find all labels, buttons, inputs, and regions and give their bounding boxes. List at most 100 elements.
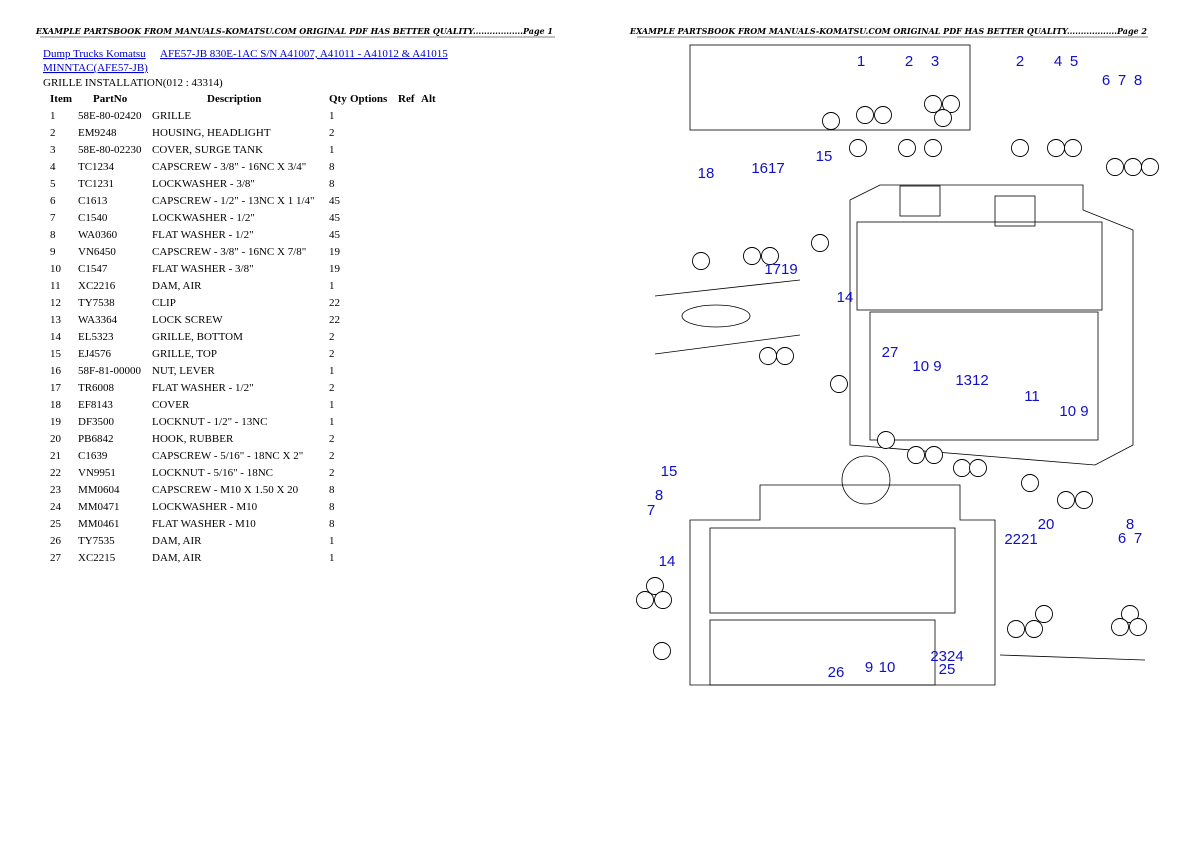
table-cell: GRILLE, BOTTOM <box>152 331 243 343</box>
table-cell: 1 <box>329 365 335 377</box>
table-cell: 45 <box>329 195 341 207</box>
callout-bubble <box>653 642 671 660</box>
table-cell: 23 <box>50 484 62 496</box>
table-cell: 3 <box>50 144 56 156</box>
table-cell: VN6450 <box>78 246 116 258</box>
table-cell: 2 <box>329 467 335 479</box>
grille-bottom <box>709 619 936 686</box>
detail-line <box>654 334 801 355</box>
callout-label: 10 9 <box>912 358 941 375</box>
table-cell: 6 <box>50 195 56 207</box>
callout-bubble <box>1057 491 1075 509</box>
column-header: Description <box>207 93 261 105</box>
callout-label: 1617 <box>751 160 784 177</box>
callout-label: 27 <box>882 344 899 361</box>
table-cell: 16 <box>50 365 62 377</box>
table-cell: WA0360 <box>78 229 118 241</box>
callout-bubble <box>907 446 925 464</box>
table-cell: 26 <box>50 535 62 547</box>
table-cell: 20 <box>50 433 62 445</box>
table-cell: CAPSCREW - 1/2" - 13NC X 1 1/4" <box>152 195 315 207</box>
callout-label: 9 <box>865 659 873 676</box>
table-cell: 2 <box>329 127 335 139</box>
breadcrumb-link[interactable]: Dump Trucks Komatsu <box>43 48 146 60</box>
table-cell: C1639 <box>78 450 108 462</box>
table-cell: 19 <box>329 263 341 275</box>
callout-bubble <box>925 446 943 464</box>
column-header: Item <box>50 93 72 105</box>
table-cell: 27 <box>50 552 62 564</box>
table-cell: LOCK SCREW <box>152 314 223 326</box>
callout-label: 3 <box>931 53 939 70</box>
table-cell: 8 <box>329 161 335 173</box>
callout-bubble <box>924 95 942 113</box>
column-header: PartNo <box>93 93 128 105</box>
callout-bubble <box>654 591 672 609</box>
callout-bubble <box>646 577 664 595</box>
table-cell: CLIP <box>152 297 176 309</box>
table-cell: DAM, AIR <box>152 552 202 564</box>
table-cell: C1613 <box>78 195 108 207</box>
callout-bubble <box>822 112 840 130</box>
table-cell: 2 <box>329 433 335 445</box>
table-cell: 58E-80-02420 <box>78 110 142 122</box>
table-cell: 1 <box>329 535 335 547</box>
breadcrumb-link[interactable]: AFE57-JB 830E-1AC S/N A41007, A41011 - A… <box>160 48 448 60</box>
table-cell: 9 <box>50 246 56 258</box>
table-cell: LOCKNUT - 1/2" - 13NC <box>152 416 268 428</box>
table-cell: CAPSCREW - 5/16" - 18NC X 2" <box>152 450 303 462</box>
table-cell: 8 <box>329 178 335 190</box>
headlight-housing <box>899 185 941 217</box>
callout-bubble <box>1011 139 1029 157</box>
table-cell: 22 <box>329 297 340 309</box>
callout-label: 14 <box>659 553 676 570</box>
table-cell: MM0604 <box>78 484 120 496</box>
table-cell: 24 <box>50 501 62 513</box>
callout-label: 1719 <box>764 261 797 278</box>
table-cell: 1 <box>50 110 56 122</box>
table-cell: DAM, AIR <box>152 280 202 292</box>
table-cell: 14 <box>50 331 62 343</box>
table-cell: TR6008 <box>78 382 115 394</box>
radiator-outline <box>849 184 1134 466</box>
table-cell: 2 <box>329 450 335 462</box>
table-cell: EL5323 <box>78 331 114 343</box>
page-header: EXAMPLE PARTSBOOK FROM MANUALS-KOMATSU.C… <box>629 26 1148 36</box>
callout-bubble <box>1064 139 1082 157</box>
section-title: GRILLE INSTALLATION(012 : 43314) <box>43 77 223 89</box>
callout-bubble <box>761 247 779 265</box>
table-cell: FLAT WASHER - 3/8" <box>152 263 254 275</box>
table-cell: 21 <box>50 450 61 462</box>
table-cell: 58E-80-02230 <box>78 144 142 156</box>
table-cell: 10 <box>50 263 62 275</box>
detail-line <box>654 279 801 297</box>
table-cell: DF3500 <box>78 416 115 428</box>
table-cell: LOCKWASHER - 1/2" <box>152 212 255 224</box>
callout-bubble <box>969 459 987 477</box>
callout-label: 8 <box>1126 516 1134 533</box>
table-cell: 4 <box>50 161 56 173</box>
table-cell: TC1234 <box>78 161 115 173</box>
detail-circle <box>841 455 891 505</box>
table-cell: 2 <box>329 331 335 343</box>
callout-bubble <box>636 591 654 609</box>
callout-label: 15 <box>661 463 678 480</box>
callout-label: 5 <box>1070 53 1078 70</box>
table-cell: CAPSCREW - 3/8" - 16NC X 7/8" <box>152 246 306 258</box>
callout-label: 2221 <box>1004 531 1037 548</box>
grille-bottom <box>869 311 1099 441</box>
table-cell: MM0461 <box>78 518 120 530</box>
table-cell: 19 <box>50 416 62 428</box>
table-cell: 8 <box>329 518 335 530</box>
callout-label: 2 <box>905 53 913 70</box>
column-header: Qty <box>329 93 347 105</box>
table-cell: 1 <box>329 416 335 428</box>
callout-bubble <box>1025 620 1043 638</box>
table-cell: 45 <box>329 212 341 224</box>
breadcrumb-link[interactable]: MINNTAC(AFE57-JB) <box>43 62 148 74</box>
table-cell: 19 <box>329 246 341 258</box>
callout-bubble <box>898 139 916 157</box>
